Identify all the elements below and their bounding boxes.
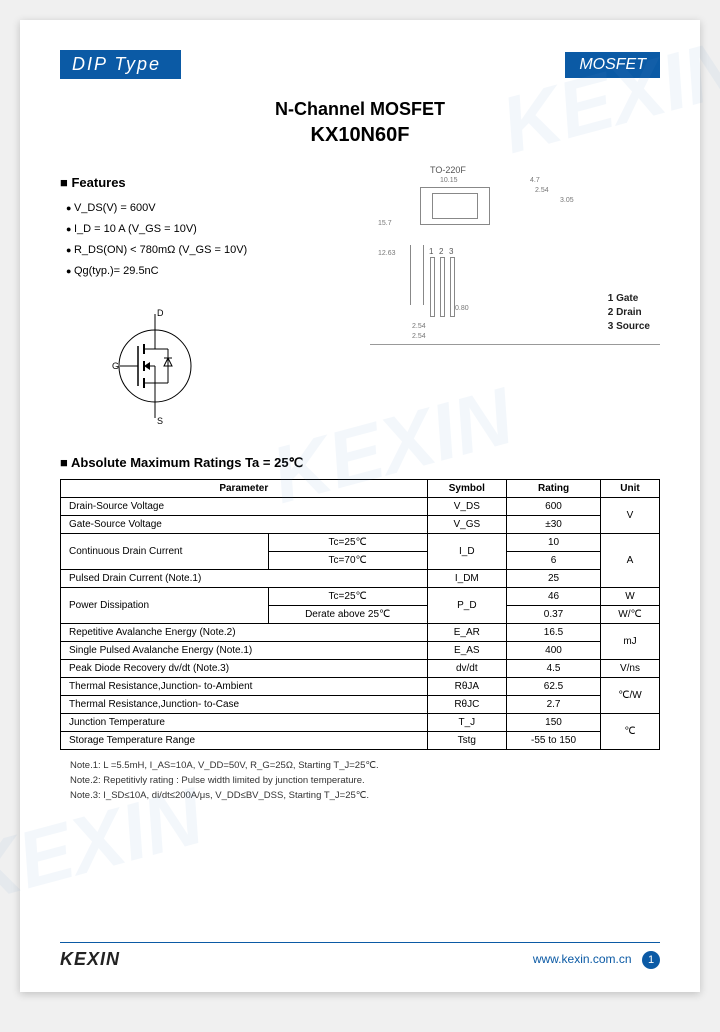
feature-item: R_DS(ON) < 780mΩ (V_GS = 10V) bbox=[66, 240, 350, 261]
table-row: Power DissipationTc=25℃P_D46W bbox=[61, 587, 660, 605]
table-row: Storage Temperature RangeTstg-55 to 150 bbox=[61, 731, 660, 749]
note-line: Note.3: I_SD≤10A, di/dt≤200A/μs, V_DD≤BV… bbox=[70, 788, 660, 803]
mosfet-svg: D G S bbox=[100, 306, 210, 426]
table-row: Gate-Source VoltageV_GS±30 bbox=[61, 515, 660, 533]
footer-url: www.kexin.com.cn bbox=[533, 952, 632, 966]
pin-labels: 1 Gate 2 Drain 3 Source bbox=[608, 292, 650, 334]
terminal-g: G bbox=[112, 361, 119, 371]
ratings-table: Parameter Symbol Rating Unit Drain-Sourc… bbox=[60, 479, 660, 750]
feature-item: V_DS(V) = 600V bbox=[66, 198, 350, 219]
table-row: Pulsed Drain Current (Note.1)I_DM25 bbox=[61, 569, 660, 587]
datasheet-page: KEXIN KEXIN KEXIN DIP Type MOSFET N-Chan… bbox=[20, 20, 700, 992]
mosfet-symbol: D G S bbox=[100, 306, 350, 431]
ratings-heading: Absolute Maximum Ratings Ta = 25℃ bbox=[60, 455, 660, 471]
header-left: DIP Type bbox=[60, 50, 181, 79]
title-line2: KX10N60F bbox=[60, 124, 660, 147]
watermark: KEXIN bbox=[492, 20, 720, 172]
features-heading: Features bbox=[60, 175, 350, 190]
table-header-row: Parameter Symbol Rating Unit bbox=[61, 479, 660, 497]
col-symbol: Symbol bbox=[427, 479, 506, 497]
col-rating: Rating bbox=[507, 479, 601, 497]
feature-item: I_D = 10 A (V_GS = 10V) bbox=[66, 219, 350, 240]
table-row: Junction TemperatureT_J150℃ bbox=[61, 713, 660, 731]
table-row: Single Pulsed Avalanche Energy (Note.1)E… bbox=[61, 641, 660, 659]
ratings-section: Absolute Maximum Ratings Ta = 25℃ Parame… bbox=[60, 455, 660, 804]
features-list: V_DS(V) = 600V I_D = 10 A (V_GS = 10V) R… bbox=[60, 198, 350, 282]
footer-logo: KEXIN bbox=[60, 949, 120, 970]
feature-item: Qg(typ.)= 29.5nC bbox=[66, 261, 350, 282]
header-right: MOSFET bbox=[565, 52, 660, 78]
title-line1: N-Channel MOSFET bbox=[60, 99, 660, 120]
col-unit: Unit bbox=[600, 479, 659, 497]
note-line: Note.2: Repetitivly rating : Pulse width… bbox=[70, 773, 660, 788]
package-column: TO-220F 10.15 4.7 2.54 3.05 15.7 12.63 0… bbox=[370, 165, 660, 395]
table-row: Peak Diode Recovery dv/dt (Note.3)dv/dt4… bbox=[61, 659, 660, 677]
col-parameter: Parameter bbox=[61, 479, 428, 497]
footer-right: www.kexin.com.cn 1 bbox=[533, 950, 660, 969]
table-row: Thermal Resistance,Junction- to-AmbientR… bbox=[61, 677, 660, 695]
table-row: Thermal Resistance,Junction- to-CaseRθJC… bbox=[61, 695, 660, 713]
table-row: Drain-Source VoltageV_DS600V bbox=[61, 497, 660, 515]
upper-section: Features V_DS(V) = 600V I_D = 10 A (V_GS… bbox=[60, 165, 660, 431]
header-bar: DIP Type MOSFET bbox=[60, 50, 660, 79]
terminal-d: D bbox=[157, 308, 164, 318]
page-number: 1 bbox=[642, 951, 660, 969]
table-row: Continuous Drain CurrentTc=25℃I_D10A bbox=[61, 533, 660, 551]
terminal-s: S bbox=[157, 416, 163, 426]
notes-block: Note.1: L =5.5mH, I_AS=10A, V_DD=50V, R_… bbox=[60, 758, 660, 804]
table-row: Repetitive Avalanche Energy (Note.2)E_AR… bbox=[61, 623, 660, 641]
title-block: N-Channel MOSFET KX10N60F bbox=[60, 99, 660, 147]
package-drawing: 10.15 4.7 2.54 3.05 15.7 12.63 0.80 2.54… bbox=[370, 165, 660, 345]
features-column: Features V_DS(V) = 600V I_D = 10 A (V_GS… bbox=[60, 165, 350, 431]
footer: KEXIN www.kexin.com.cn 1 bbox=[60, 942, 660, 970]
note-line: Note.1: L =5.5mH, I_AS=10A, V_DD=50V, R_… bbox=[70, 758, 660, 773]
